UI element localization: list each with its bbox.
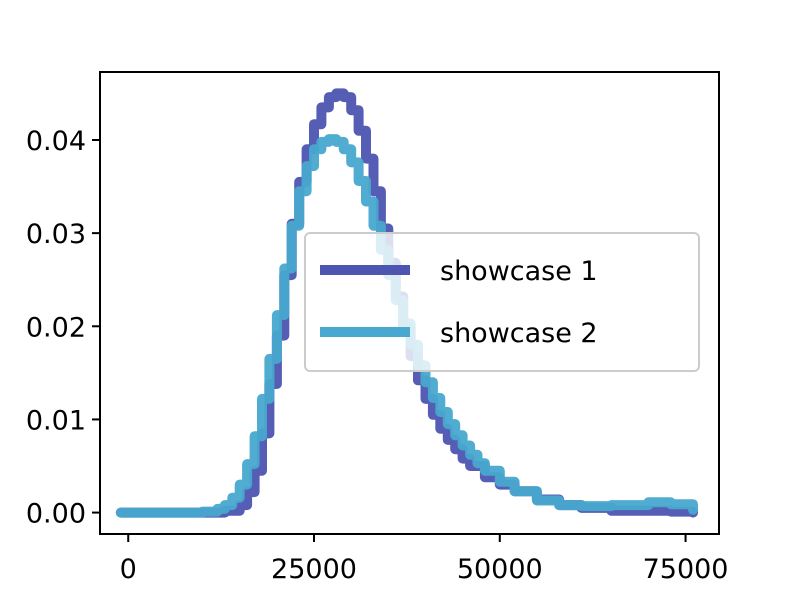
x-axis: 0 25000 50000 75000	[120, 534, 729, 585]
y-tick-label: 0.00	[26, 499, 86, 530]
x-tick-label: 25000	[271, 554, 357, 585]
y-tick-label: 0.03	[26, 219, 86, 250]
y-axis: 0.00 0.01 0.02 0.03 0.04	[26, 126, 100, 530]
y-tick-label: 0.02	[26, 312, 86, 343]
y-tick-label: 0.01	[26, 405, 86, 436]
series-layer	[115, 88, 698, 518]
x-tick-label: 0	[120, 554, 137, 585]
x-tick-label: 75000	[643, 554, 729, 585]
y-tick-label: 0.04	[26, 126, 86, 157]
x-tick-label: 50000	[457, 554, 543, 585]
series-line-2	[115, 134, 698, 518]
legend-label-2: showcase 2	[440, 318, 598, 349]
legend: showcase 1 showcase 2	[304, 232, 700, 372]
legend-box	[304, 232, 700, 372]
plot-frame	[99, 71, 720, 535]
legend-label-1: showcase 1	[440, 256, 598, 287]
